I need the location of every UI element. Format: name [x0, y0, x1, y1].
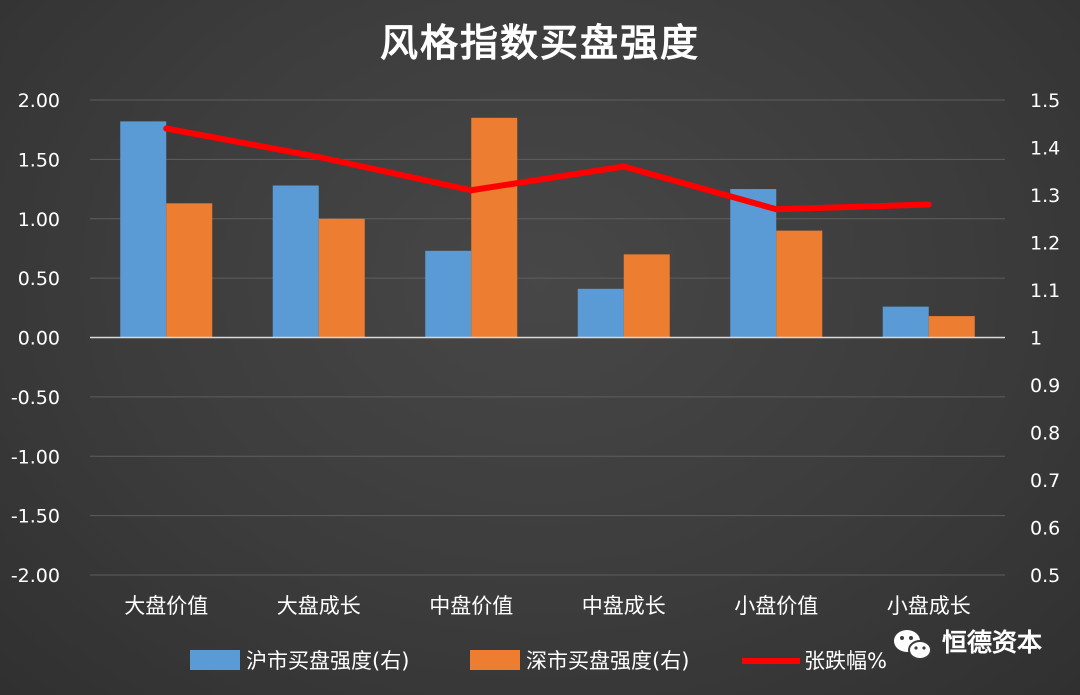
bars	[120, 117, 975, 338]
bar-shenzhen	[623, 254, 670, 338]
left-tick-label: -1.50	[11, 506, 60, 528]
right-axis: 1.5 1.4 1.3 1.2 1.1 1 0.9 0.8 0.7 0.6 0.5	[1030, 90, 1060, 587]
category-label: 小盘成长	[887, 594, 971, 618]
bar-shenzhen	[318, 218, 365, 338]
left-tick-label: 1.50	[18, 149, 60, 171]
right-tick-label: 0.6	[1030, 518, 1060, 540]
left-tick-label: 0.50	[18, 268, 60, 290]
left-tick-label: -1.00	[11, 446, 60, 468]
legend-label: 张跌幅%	[804, 649, 887, 673]
line-series	[163, 125, 932, 213]
category-label: 大盘价值	[124, 594, 208, 618]
brand-watermark: 恒德资本	[894, 628, 1042, 660]
left-axis: 2.00 1.50 1.00 0.50 0.00 -0.50 -1.00 -1.50 -2.00	[11, 90, 60, 587]
legend-item: 沪市买盘强度(右)	[190, 649, 409, 673]
legend-label: 沪市买盘强度(右)	[246, 649, 409, 673]
category-label: 小盘价值	[734, 594, 818, 618]
bar-shenzhen	[471, 117, 518, 338]
left-tick-label: -0.50	[11, 387, 60, 409]
right-tick-label: 0.5	[1030, 565, 1060, 587]
bar-shenzhen	[776, 230, 823, 338]
legend-label: 深市买盘强度(右)	[526, 649, 689, 673]
bar-shanghai	[272, 185, 319, 338]
legend-item: 深市买盘强度(右)	[470, 649, 689, 673]
category-label: 中盘成长	[582, 594, 666, 618]
legend-swatch	[470, 650, 520, 670]
bar-shanghai	[730, 189, 777, 338]
right-tick-label: 0.7	[1030, 470, 1060, 492]
category-label: 大盘成长	[277, 594, 361, 618]
gridlines	[90, 99, 1005, 576]
wechat-icon	[894, 630, 932, 660]
right-tick-label: 1	[1030, 328, 1042, 350]
right-tick-label: 1.1	[1030, 280, 1060, 302]
bar-shanghai	[425, 250, 472, 338]
right-tick-label: 1.2	[1030, 233, 1060, 255]
category-label: 中盘价值	[429, 594, 513, 618]
bar-shanghai	[120, 121, 167, 338]
left-tick-label: -2.00	[11, 565, 60, 587]
bar-shenzhen	[928, 316, 975, 338]
brand-name: 恒德资本	[942, 628, 1042, 657]
right-tick-label: 1.3	[1030, 185, 1060, 207]
left-tick-label: 2.00	[18, 90, 60, 112]
bar-shanghai	[577, 288, 624, 338]
category-axis: 大盘价值 大盘成长 中盘价值 中盘成长 小盘价值 小盘成长	[124, 594, 971, 618]
left-tick-label: 0.00	[18, 328, 60, 350]
legend-item: 张跌幅%	[742, 649, 887, 673]
chart-title: 风格指数买盘强度	[380, 21, 700, 65]
left-tick-label: 1.00	[18, 209, 60, 231]
bar-shenzhen	[166, 203, 213, 338]
right-tick-label: 0.8	[1030, 423, 1060, 445]
right-tick-label: 0.9	[1030, 375, 1060, 397]
legend: 沪市买盘强度(右) 深市买盘强度(右) 张跌幅%	[190, 649, 887, 673]
legend-swatch	[190, 650, 240, 670]
right-tick-label: 1.4	[1030, 138, 1060, 160]
bar-shanghai	[882, 306, 929, 338]
line-change-pct	[163, 125, 932, 213]
right-tick-label: 1.5	[1030, 90, 1060, 112]
